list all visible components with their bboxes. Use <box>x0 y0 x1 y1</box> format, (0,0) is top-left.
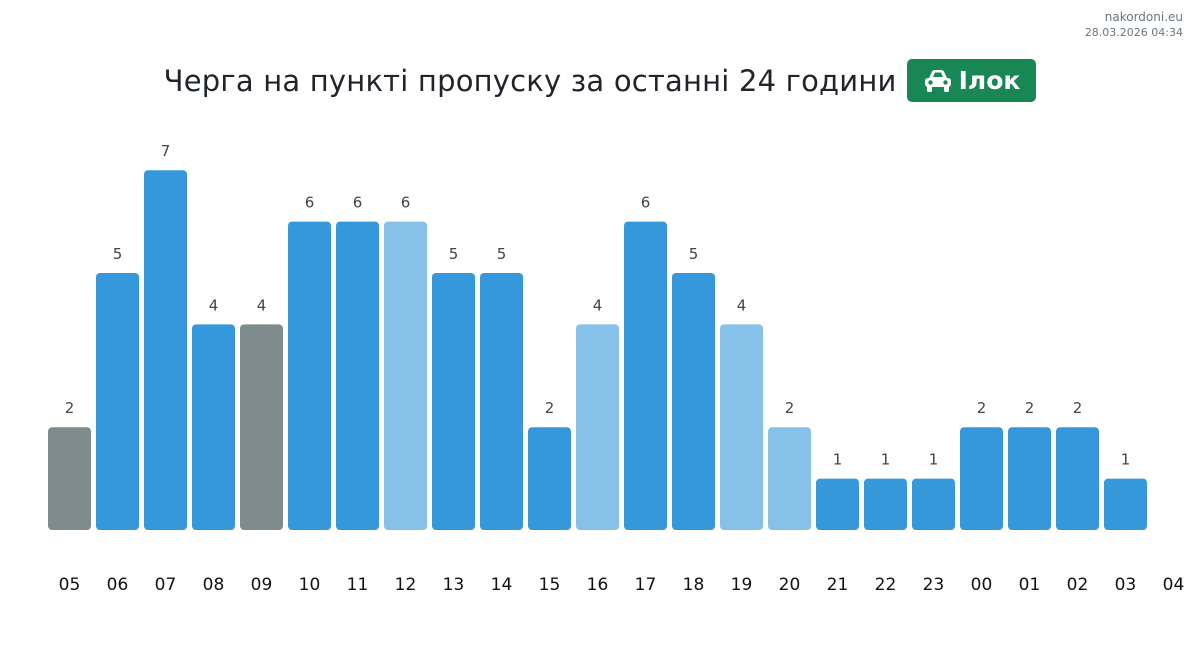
bar-14 <box>480 273 523 530</box>
data-label: 5 <box>689 245 699 263</box>
data-label: 2 <box>65 399 75 417</box>
bar-09 <box>240 324 283 530</box>
data-label: 1 <box>929 451 939 469</box>
data-label: 1 <box>833 451 843 469</box>
x-tick-label: 09 <box>251 575 273 595</box>
data-label: 1 <box>881 451 891 469</box>
brand-timestamp: 28.03.2026 04:34 <box>1084 26 1183 39</box>
bar-23 <box>912 478 955 530</box>
data-label: 6 <box>401 194 411 212</box>
data-label: 2 <box>785 399 795 417</box>
x-tick-label: 02 <box>1067 575 1089 595</box>
x-tick-label: 16 <box>587 575 609 595</box>
data-label: 6 <box>305 194 315 212</box>
data-label: 2 <box>1073 399 1083 417</box>
bar-03 <box>1104 478 1147 530</box>
checkpoint-name: Ілок <box>958 66 1021 95</box>
bar-20 <box>768 427 811 530</box>
data-label: 2 <box>545 399 555 417</box>
x-tick-label: 03 <box>1115 575 1137 595</box>
bar-10 <box>288 221 331 530</box>
brand-site: nakordoni.eu <box>1104 10 1183 24</box>
bar-00 <box>960 427 1003 530</box>
bar-12 <box>384 221 427 530</box>
data-label: 7 <box>161 142 171 160</box>
x-tick-label: 13 <box>443 575 465 595</box>
bar-06 <box>96 273 139 530</box>
x-tick-label: 21 <box>827 575 849 595</box>
bar-19 <box>720 324 763 530</box>
checkpoint-badge: Ілок <box>906 59 1037 102</box>
car-icon <box>923 68 953 94</box>
data-label: 4 <box>737 296 747 314</box>
data-label: 2 <box>1025 399 1035 417</box>
x-tick-label: 20 <box>779 575 801 595</box>
bar-18 <box>672 273 715 530</box>
data-label: 1 <box>1121 451 1131 469</box>
bar-02 <box>1056 427 1099 530</box>
x-tick-label: 22 <box>875 575 897 595</box>
chart-title: Черга на пункті пропуску за останні 24 г… <box>163 63 897 98</box>
bar-16 <box>576 324 619 530</box>
data-label: 6 <box>641 194 651 212</box>
x-tick-label: 05 <box>59 575 81 595</box>
bar-15 <box>528 427 571 530</box>
brand-watermark: nakordoni.eu 28.03.2026 04:34 <box>1085 9 1183 41</box>
data-label: 4 <box>593 296 603 314</box>
bar-11 <box>336 221 379 530</box>
bar-22 <box>864 478 907 530</box>
x-tick-label: 11 <box>347 575 369 595</box>
data-label: 4 <box>209 296 219 314</box>
x-tick-label: 15 <box>539 575 561 595</box>
bar-07 <box>144 170 187 530</box>
x-tick-label: 04 <box>1163 575 1185 595</box>
x-tick-label: 10 <box>299 575 321 595</box>
bar-05 <box>48 427 91 530</box>
x-tick-label: 19 <box>731 575 753 595</box>
bar-13 <box>432 273 475 530</box>
data-label: 5 <box>497 245 507 263</box>
x-tick-label: 23 <box>923 575 945 595</box>
x-tick-label: 01 <box>1019 575 1041 595</box>
bar-21 <box>816 478 859 530</box>
x-tick-label: 17 <box>635 575 657 595</box>
x-tick-label: 14 <box>491 575 513 595</box>
x-tick-label: 18 <box>683 575 705 595</box>
bar-01 <box>1008 427 1051 530</box>
bar-08 <box>192 324 235 530</box>
x-tick-label: 06 <box>107 575 129 595</box>
chart-header: Черга на пункті пропуску за останні 24 г… <box>0 58 1200 103</box>
x-tick-label: 07 <box>155 575 177 595</box>
data-label: 6 <box>353 194 363 212</box>
bar-17 <box>624 221 667 530</box>
x-tick-label: 00 <box>971 575 993 595</box>
x-tick-label: 12 <box>395 575 417 595</box>
data-label: 5 <box>113 245 123 263</box>
data-label: 5 <box>449 245 459 263</box>
data-label: 2 <box>977 399 987 417</box>
data-label: 4 <box>257 296 267 314</box>
x-tick-label: 08 <box>203 575 225 595</box>
